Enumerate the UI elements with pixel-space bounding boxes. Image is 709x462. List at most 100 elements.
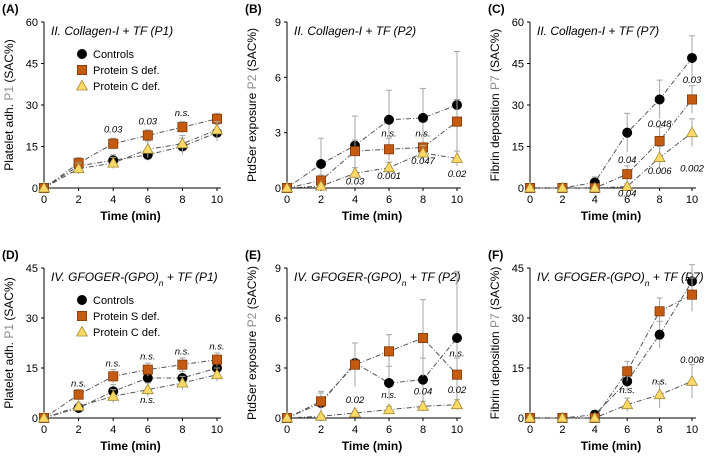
data-point — [383, 377, 394, 388]
legend-marker — [77, 65, 88, 76]
x-tick-label: 2 — [76, 424, 82, 436]
y-tick-label: 0 — [32, 413, 38, 425]
x-tick-label: 6 — [145, 194, 151, 206]
y-tick-label: 0 — [275, 183, 281, 195]
series-line — [43, 118, 218, 189]
y-axis-label-unit: (SAC%) — [2, 39, 16, 86]
y-axis-label: Fibrin deposition P7 (SAC%) — [488, 267, 502, 420]
data-point — [687, 94, 698, 105]
y-tick-label: 0 — [518, 413, 524, 425]
data-point — [621, 180, 634, 192]
p-value-annotation: n.s. — [620, 385, 635, 396]
y-tick-label: 30 — [26, 313, 38, 325]
data-point — [556, 181, 569, 193]
y-axis-label: PtdSer exposure P2 (SAC%) — [245, 266, 259, 420]
data-point — [176, 376, 189, 388]
series-line — [530, 294, 693, 419]
x-tick-label: 2 — [559, 194, 565, 206]
series-line — [530, 281, 693, 419]
y-tick-label: 60 — [26, 17, 38, 29]
series-line — [530, 132, 693, 189]
data-point — [142, 364, 153, 375]
legend-label: Controls — [93, 295, 134, 307]
data-point — [588, 181, 601, 193]
p-value-annotation: 0.02 — [346, 395, 365, 406]
x-tick-label: 6 — [386, 424, 392, 436]
data-point — [348, 166, 362, 178]
y-axis-label-unit: (SAC%) — [488, 29, 502, 76]
p-value-annotation: n.s. — [71, 378, 86, 389]
legend-marker — [77, 49, 88, 60]
series-line — [286, 337, 458, 419]
panel-title-subscript: n — [159, 278, 164, 288]
x-tick-label: 10 — [451, 194, 463, 206]
x-tick-label: 10 — [211, 194, 223, 206]
p-value-annotation: 0.02 — [448, 385, 467, 396]
data-point — [622, 127, 633, 138]
x-tick-label: 0 — [527, 424, 533, 436]
p-value-annotation: n.s. — [449, 348, 464, 359]
panel-letter: (C) — [488, 2, 505, 16]
data-point — [523, 181, 537, 193]
data-point — [622, 169, 633, 180]
x-tick-label: 6 — [624, 194, 630, 206]
y-tick-label: 6 — [275, 72, 281, 84]
panel-title-main: II. Collagen-I + TF (P7) — [537, 24, 659, 38]
x-tick-label: 4 — [110, 424, 116, 436]
p-value-annotation: 0.047 — [411, 156, 435, 167]
legend-label: Controls — [93, 49, 134, 61]
y-axis-label-p: P1 — [2, 324, 16, 339]
x-tick-label: 4 — [352, 424, 358, 436]
series-protein-c — [280, 398, 464, 423]
y-tick-label: 15 — [26, 363, 38, 375]
data-point — [383, 144, 394, 155]
data-point — [687, 289, 698, 300]
y-axis-label-main: Platelet adh. — [2, 101, 16, 171]
data-point — [349, 359, 360, 370]
panel-letter: (B) — [245, 2, 262, 16]
x-tick-label: 4 — [592, 424, 598, 436]
panel-letter: (D) — [2, 248, 19, 262]
y-axis-label-main: PtdSer exposure — [245, 89, 259, 182]
p-value-annotation: 0.03 — [104, 125, 123, 136]
series-controls — [281, 51, 462, 193]
data-point — [416, 399, 430, 411]
data-point — [588, 411, 601, 423]
y-tick-label: 3 — [275, 128, 281, 140]
series-protein-c — [37, 367, 224, 423]
y-axis-label: Platelet adh. P1 (SAC%) — [2, 277, 16, 408]
legend-marker — [75, 79, 89, 91]
p-value-annotation: 0.001 — [377, 171, 401, 182]
y-tick-label: 0 — [275, 413, 281, 425]
x-tick-label: 10 — [211, 424, 223, 436]
chart-panel-f: 0 15 30 45 0 2 4 6 8 10 Time (min) Fibrin depositio… — [488, 248, 705, 453]
data-point — [382, 161, 396, 173]
data-point — [451, 332, 462, 343]
legend-label: Protein C def. — [93, 81, 160, 93]
data-point — [450, 398, 464, 410]
x-axis-label: Time (min) — [100, 209, 160, 223]
data-point — [450, 152, 464, 163]
x-tick-label: 0 — [41, 424, 47, 436]
series-protein-s — [39, 112, 222, 193]
x-tick-label: 0 — [284, 424, 290, 436]
x-tick-label: 0 — [284, 194, 290, 206]
x-tick-label: 4 — [110, 194, 116, 206]
x-tick-label: 2 — [318, 194, 324, 206]
series-controls — [39, 357, 222, 423]
y-tick-label: 30 — [512, 100, 524, 112]
data-point — [382, 403, 396, 415]
series-protein-c — [37, 121, 224, 193]
panel-letter: (A) — [2, 2, 19, 16]
p-value-annotation: n.s. — [415, 128, 430, 139]
series-line — [43, 132, 218, 189]
p-value-annotation: n.s. — [381, 390, 396, 401]
data-point — [108, 138, 119, 149]
data-point — [621, 398, 634, 410]
chart-panel-e: 0 3 6 9 0 2 4 6 8 10 Time (min) PtdSer exposure P2 … — [245, 248, 467, 453]
x-tick-label: 0 — [527, 194, 533, 206]
data-point — [685, 126, 699, 138]
data-point — [211, 354, 222, 365]
y-axis-label-main: PtdSer exposure — [245, 327, 259, 420]
y-axis-label-p: P2 — [245, 74, 259, 89]
